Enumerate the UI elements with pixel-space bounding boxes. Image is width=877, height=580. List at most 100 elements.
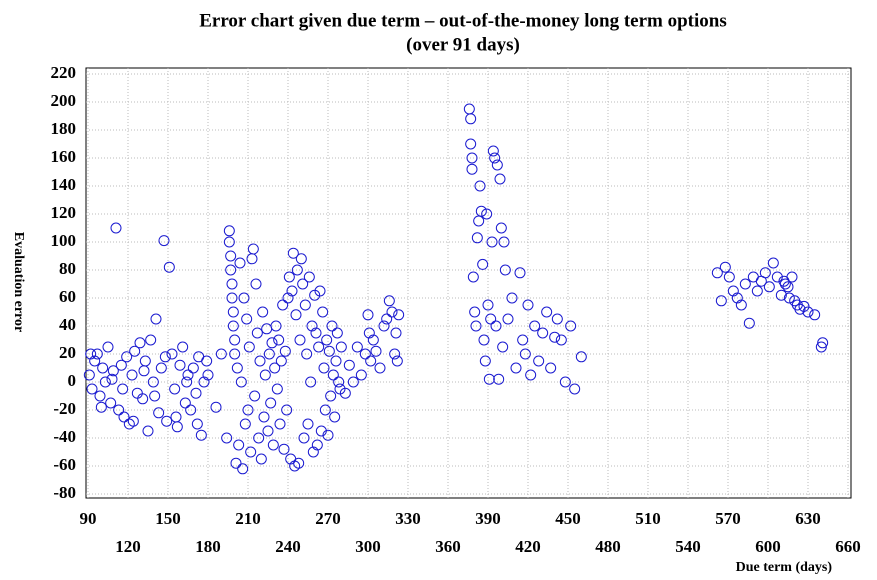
point [551, 313, 563, 325]
point [759, 267, 771, 279]
point [321, 334, 333, 346]
point [250, 278, 262, 290]
point [282, 292, 294, 304]
point [711, 267, 723, 279]
point [374, 362, 386, 374]
point [327, 369, 339, 381]
point [95, 401, 107, 413]
point [485, 313, 497, 325]
point [498, 236, 510, 248]
point [121, 351, 133, 363]
point [510, 362, 522, 374]
point [202, 369, 214, 381]
point [294, 334, 306, 346]
y-tick-label: 220 [51, 63, 77, 82]
chart-title: Error chart given due term – out-of-the-… [199, 10, 727, 31]
point [253, 432, 265, 444]
point [229, 348, 241, 360]
point [290, 309, 302, 321]
point [809, 309, 821, 321]
y-tick-label: 180 [51, 119, 77, 138]
point [465, 113, 477, 125]
point [393, 309, 405, 321]
point [715, 295, 727, 307]
point [767, 257, 779, 269]
point [246, 253, 258, 265]
point [383, 295, 395, 307]
point [522, 299, 534, 311]
point [782, 281, 794, 293]
point [171, 421, 183, 433]
y-tick-label: 140 [51, 175, 77, 194]
point [335, 341, 347, 353]
point [169, 383, 181, 395]
point [569, 383, 581, 395]
point [291, 264, 303, 276]
point [275, 355, 287, 367]
point [333, 376, 345, 388]
point [215, 348, 227, 360]
point [105, 397, 117, 409]
point [243, 341, 255, 353]
x-tick-label: 180 [195, 537, 221, 556]
x-tick-label: 540 [675, 537, 701, 556]
point [170, 411, 182, 423]
point [305, 376, 317, 388]
point [731, 292, 743, 304]
point [359, 348, 371, 360]
point [475, 205, 487, 217]
x-tick-label: 570 [715, 509, 741, 528]
point [502, 313, 514, 325]
point [281, 404, 293, 416]
point [115, 359, 127, 371]
point [549, 331, 561, 343]
point [89, 355, 101, 367]
point [166, 348, 178, 360]
point [494, 173, 506, 185]
point [517, 334, 529, 346]
x-tick-label: 600 [755, 537, 781, 556]
point [483, 373, 495, 385]
point [525, 369, 537, 381]
point [247, 243, 259, 255]
point [149, 390, 161, 402]
point [325, 390, 337, 402]
point [355, 369, 367, 381]
point [242, 404, 254, 416]
point [225, 264, 237, 276]
point [489, 152, 501, 164]
point [495, 222, 507, 234]
point [751, 285, 763, 297]
point [273, 334, 285, 346]
point [241, 313, 253, 325]
point [463, 103, 475, 115]
y-axis-label: Evaluation error [11, 232, 26, 332]
y-tick-label: -20 [53, 399, 76, 418]
point [102, 341, 114, 353]
point [351, 341, 363, 353]
point [727, 285, 739, 297]
y-tick-label: 100 [51, 231, 77, 250]
point [339, 387, 351, 399]
point [249, 390, 261, 402]
point [278, 443, 290, 455]
point [478, 334, 490, 346]
point [363, 327, 375, 339]
point [301, 348, 313, 360]
point [198, 376, 210, 388]
point [329, 411, 341, 423]
point [739, 278, 751, 290]
point [386, 306, 398, 318]
point [311, 439, 323, 451]
y-tick-label: -40 [53, 427, 76, 446]
point [783, 292, 795, 304]
point [129, 345, 141, 357]
point [786, 271, 798, 283]
point [466, 163, 478, 175]
chart-subtitle: (over 91 days) [406, 34, 520, 55]
point [94, 390, 106, 402]
point [195, 429, 207, 441]
y-tick-label: -80 [53, 483, 76, 502]
point [326, 320, 338, 332]
